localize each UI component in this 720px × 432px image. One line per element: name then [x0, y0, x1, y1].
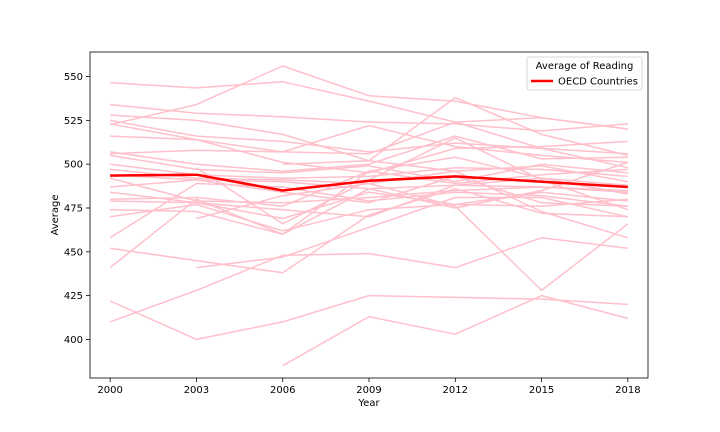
x-tick-label: 2015	[529, 385, 554, 396]
highlight-line-group	[110, 173, 628, 192]
country-series-line-26	[196, 182, 629, 292]
country-series-line-18	[110, 191, 628, 220]
y-axis-ticks: 400 425 450 475 500 525 550	[64, 72, 90, 346]
country-series-line-25	[109, 237, 628, 323]
legend-title: Average of Reading	[536, 61, 634, 72]
country-series-line-7	[110, 124, 628, 164]
x-axis-label: Year	[357, 398, 380, 409]
country-series-line-2	[109, 65, 628, 130]
country-series-line-9	[109, 135, 628, 172]
y-tick-label: 500	[64, 160, 83, 171]
country-series-line-28	[282, 294, 629, 367]
country-series-line-29	[282, 159, 629, 239]
country-series-line-21	[109, 182, 628, 239]
legend: Average of Reading OECD Countries	[526, 56, 643, 91]
country-series-line-24	[109, 294, 628, 341]
country-series-line-19	[110, 156, 629, 236]
x-tick-label: 2000	[97, 385, 122, 396]
country-series-line-23	[109, 161, 629, 269]
country-series-line-22	[109, 187, 628, 274]
x-tick-label: 2003	[184, 385, 209, 396]
y-tick-label: 525	[64, 116, 83, 127]
x-tick-label: 2009	[356, 385, 381, 396]
country-series-line-30	[195, 137, 629, 225]
country-series-line-20	[109, 191, 628, 232]
y-tick-label: 400	[64, 335, 83, 346]
x-axis-ticks: 2000 2003 2006 2009 2012 2015 2018	[97, 378, 641, 396]
country-series-line-3	[110, 103, 628, 132]
y-tick-label: 550	[64, 72, 83, 83]
oecd-average-line	[110, 173, 628, 192]
y-tick-label: 475	[64, 203, 83, 214]
country-series-line-15	[110, 175, 628, 207]
y-tick-label: 425	[64, 291, 83, 302]
x-tick-label: 2006	[270, 385, 295, 396]
legend-label-oecd: OECD Countries	[558, 77, 638, 88]
x-tick-label: 2012	[443, 385, 468, 396]
country-series-line-27	[196, 196, 629, 269]
country-lines	[109, 65, 629, 367]
country-series-line-10	[109, 154, 628, 183]
y-axis-label: Average	[50, 194, 61, 235]
x-tick-label: 2018	[615, 385, 640, 396]
legend-box	[526, 56, 643, 91]
y-tick-label: 450	[64, 247, 83, 258]
country-series-line-8	[110, 121, 629, 169]
